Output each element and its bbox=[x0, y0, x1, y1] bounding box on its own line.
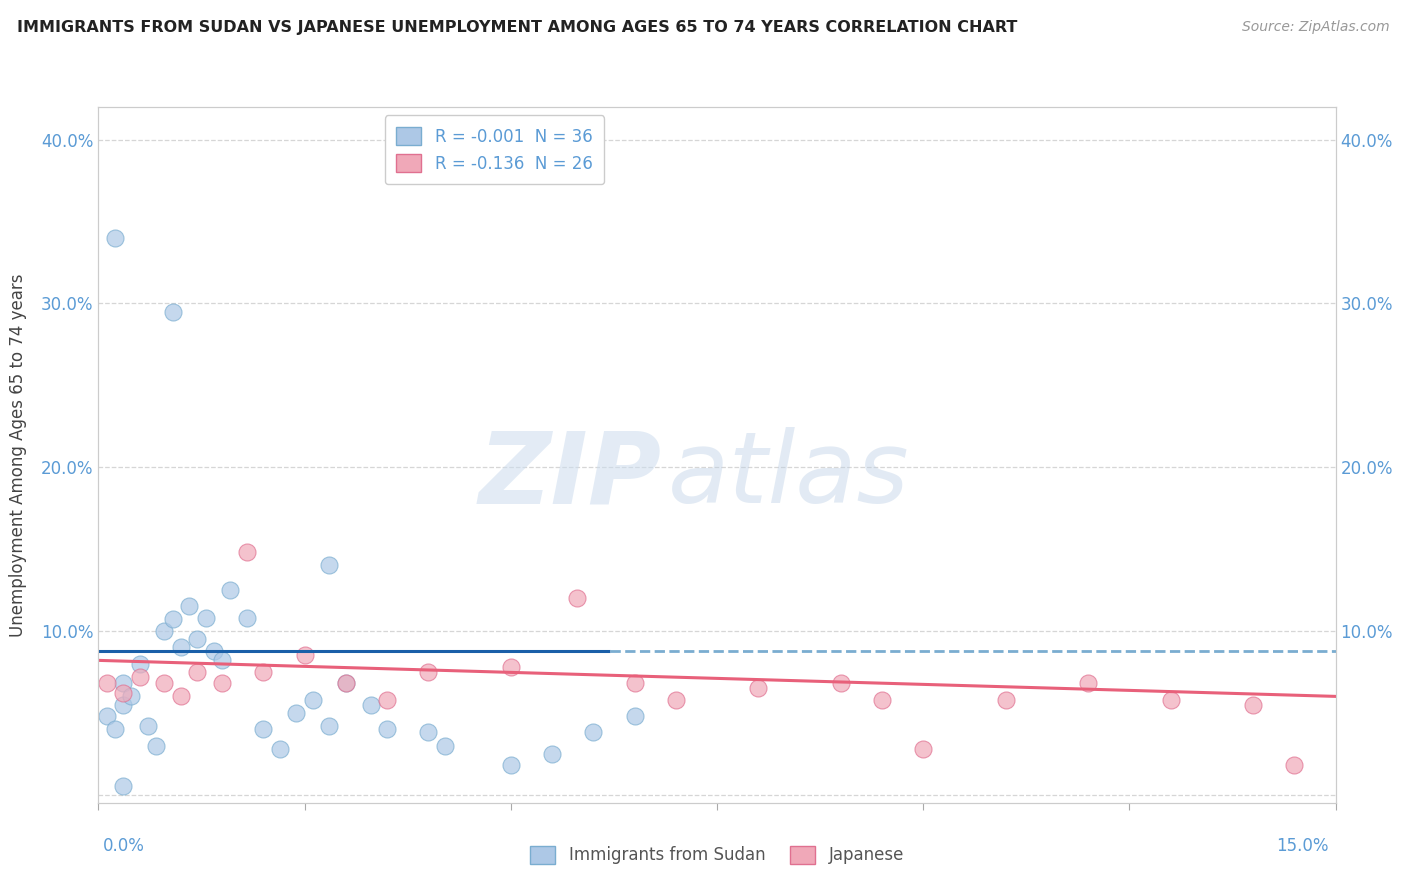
Point bbox=[186, 665, 208, 679]
Point bbox=[219, 582, 242, 597]
Point bbox=[499, 758, 522, 772]
Point bbox=[186, 632, 208, 646]
Point bbox=[623, 709, 645, 723]
Point bbox=[912, 741, 935, 756]
Point bbox=[1284, 758, 1306, 772]
Point bbox=[236, 611, 259, 625]
Legend: Immigrants from Sudan, Japanese: Immigrants from Sudan, Japanese bbox=[523, 839, 911, 871]
Text: IMMIGRANTS FROM SUDAN VS JAPANESE UNEMPLOYMENT AMONG AGES 65 TO 74 YEARS CORRELA: IMMIGRANTS FROM SUDAN VS JAPANESE UNEMPL… bbox=[17, 20, 1018, 35]
Point bbox=[104, 231, 127, 245]
Point bbox=[747, 681, 769, 696]
Text: 15.0%: 15.0% bbox=[1277, 837, 1329, 855]
Point bbox=[335, 676, 357, 690]
Point bbox=[136, 719, 159, 733]
Y-axis label: Unemployment Among Ages 65 to 74 years: Unemployment Among Ages 65 to 74 years bbox=[10, 273, 27, 637]
Point bbox=[112, 698, 135, 712]
Point bbox=[179, 599, 201, 614]
Point bbox=[236, 545, 259, 559]
Point bbox=[830, 676, 852, 690]
Point bbox=[202, 643, 225, 657]
Point bbox=[285, 706, 308, 720]
Point bbox=[170, 690, 193, 704]
Point bbox=[870, 692, 893, 706]
Point bbox=[145, 739, 167, 753]
Point bbox=[96, 676, 118, 690]
Point bbox=[1160, 692, 1182, 706]
Point bbox=[1241, 698, 1264, 712]
Point bbox=[318, 719, 340, 733]
Point bbox=[252, 722, 274, 736]
Point bbox=[375, 692, 398, 706]
Point bbox=[1077, 676, 1099, 690]
Point bbox=[96, 709, 118, 723]
Point bbox=[582, 725, 605, 739]
Point bbox=[112, 686, 135, 700]
Point bbox=[120, 690, 142, 704]
Point bbox=[335, 676, 357, 690]
Text: 0.0%: 0.0% bbox=[103, 837, 145, 855]
Point bbox=[128, 670, 150, 684]
Point bbox=[153, 624, 176, 638]
Point bbox=[565, 591, 588, 606]
Point bbox=[433, 739, 456, 753]
Point bbox=[153, 676, 176, 690]
Point bbox=[499, 660, 522, 674]
Text: atlas: atlas bbox=[668, 427, 910, 524]
Point bbox=[211, 676, 233, 690]
Point bbox=[318, 558, 340, 573]
Point bbox=[170, 640, 193, 655]
Point bbox=[104, 722, 127, 736]
Text: Source: ZipAtlas.com: Source: ZipAtlas.com bbox=[1241, 20, 1389, 34]
Point bbox=[162, 304, 184, 318]
Point bbox=[541, 747, 564, 761]
Point bbox=[418, 665, 440, 679]
Point bbox=[302, 692, 325, 706]
Point bbox=[211, 653, 233, 667]
Point bbox=[269, 741, 291, 756]
Point bbox=[294, 648, 316, 663]
Point bbox=[623, 676, 645, 690]
Point bbox=[112, 676, 135, 690]
Point bbox=[112, 780, 135, 794]
Point bbox=[252, 665, 274, 679]
Point bbox=[375, 722, 398, 736]
Point bbox=[418, 725, 440, 739]
Point bbox=[162, 612, 184, 626]
Point bbox=[128, 657, 150, 671]
Point bbox=[994, 692, 1017, 706]
Point bbox=[194, 611, 217, 625]
Point bbox=[360, 698, 382, 712]
Point bbox=[665, 692, 688, 706]
Text: ZIP: ZIP bbox=[478, 427, 661, 524]
